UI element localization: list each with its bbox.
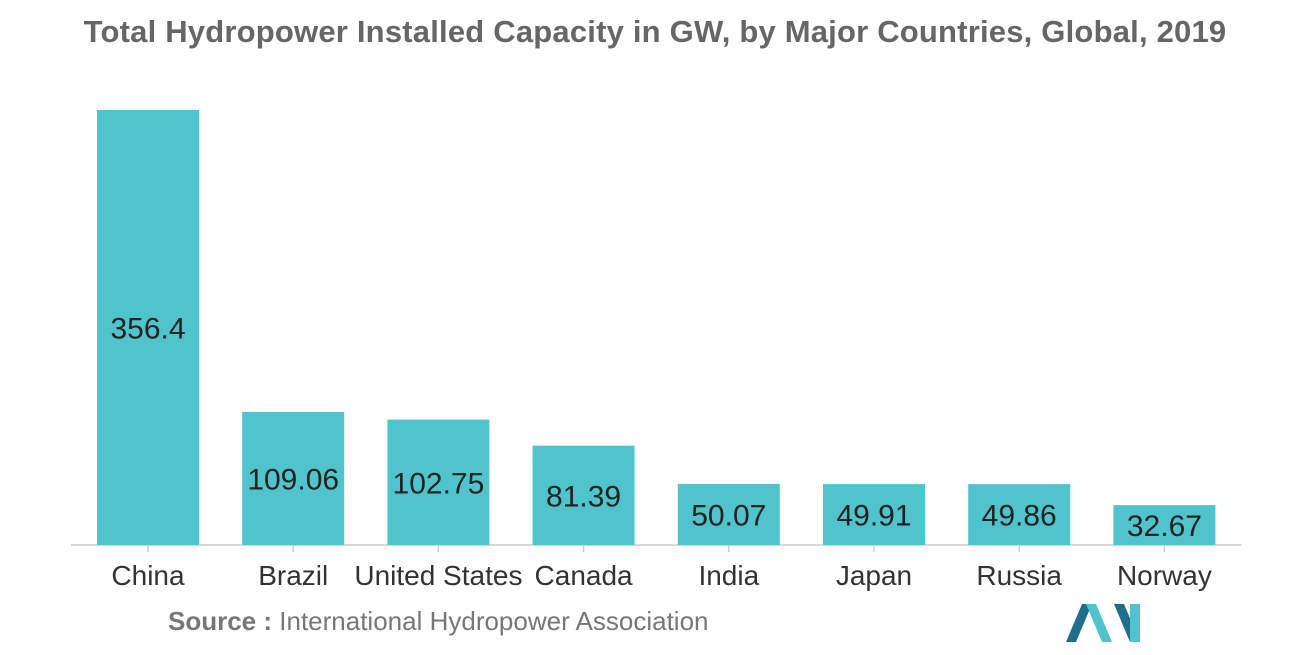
data-label: 32.67 bbox=[1127, 510, 1202, 543]
data-label: 102.75 bbox=[393, 467, 485, 500]
x-tick-label: United States bbox=[354, 560, 522, 591]
data-label: 50.07 bbox=[691, 499, 766, 532]
data-label: 49.86 bbox=[982, 500, 1057, 533]
source-text: International Hydropower Association bbox=[272, 606, 709, 636]
data-label: 356.4 bbox=[110, 313, 185, 346]
data-label: 81.39 bbox=[546, 480, 621, 513]
bar-india bbox=[677, 483, 780, 545]
logo-right-bar bbox=[1130, 604, 1140, 642]
bar-brazil bbox=[242, 411, 345, 545]
data-label: 49.91 bbox=[836, 500, 911, 533]
x-tick-label: Norway bbox=[1117, 560, 1212, 591]
x-tick-label: Brazil bbox=[258, 560, 328, 591]
bar-china bbox=[97, 110, 199, 545]
chart-title: Total Hydropower Installed Capacity in G… bbox=[83, 14, 1227, 49]
source-line: Source : International Hydropower Associ… bbox=[168, 606, 709, 637]
logo-middle-stroke bbox=[1086, 604, 1112, 642]
bar-canada bbox=[532, 445, 635, 545]
x-tick-label: Japan bbox=[836, 560, 912, 591]
data-label: 109.06 bbox=[247, 463, 339, 496]
logo-left-stroke bbox=[1066, 604, 1092, 642]
source-label: Source : bbox=[168, 606, 273, 636]
bar-norway bbox=[1113, 505, 1216, 545]
x-tick-label: India bbox=[698, 560, 759, 591]
x-tick-label: China bbox=[111, 560, 185, 591]
bar-russia bbox=[968, 484, 1071, 545]
x-tick-label: Russia bbox=[976, 560, 1062, 591]
bar-united-states bbox=[387, 419, 490, 545]
x-tick-label: Canada bbox=[535, 560, 634, 591]
brand-logo-icon bbox=[1066, 604, 1140, 642]
bar-japan bbox=[823, 484, 925, 545]
